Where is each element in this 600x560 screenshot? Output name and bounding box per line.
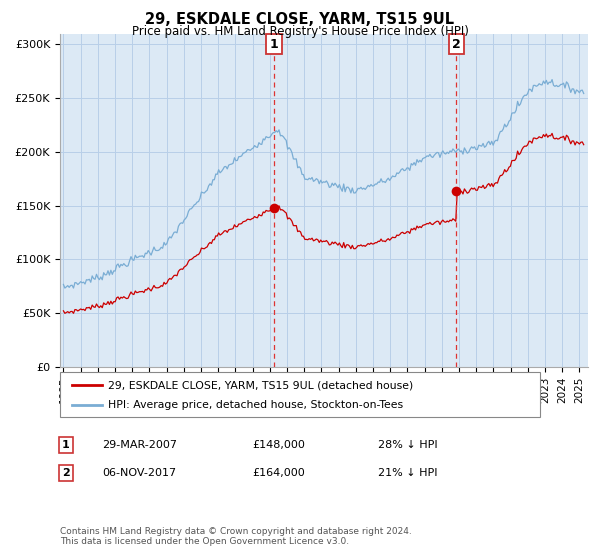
Text: 21% ↓ HPI: 21% ↓ HPI <box>378 468 437 478</box>
Text: 29-MAR-2007: 29-MAR-2007 <box>102 440 177 450</box>
Text: 1: 1 <box>62 440 70 450</box>
Text: 06-NOV-2017: 06-NOV-2017 <box>102 468 176 478</box>
Text: £164,000: £164,000 <box>252 468 305 478</box>
Text: 28% ↓ HPI: 28% ↓ HPI <box>378 440 437 450</box>
Text: HPI: Average price, detached house, Stockton-on-Tees: HPI: Average price, detached house, Stoc… <box>108 400 403 410</box>
Text: 2: 2 <box>452 38 461 51</box>
Text: 1: 1 <box>269 38 278 51</box>
Text: 29, ESKDALE CLOSE, YARM, TS15 9UL (detached house): 29, ESKDALE CLOSE, YARM, TS15 9UL (detac… <box>108 380 413 390</box>
Text: 29, ESKDALE CLOSE, YARM, TS15 9UL: 29, ESKDALE CLOSE, YARM, TS15 9UL <box>145 12 455 27</box>
Text: £148,000: £148,000 <box>252 440 305 450</box>
Text: Contains HM Land Registry data © Crown copyright and database right 2024.
This d: Contains HM Land Registry data © Crown c… <box>60 526 412 546</box>
Text: Price paid vs. HM Land Registry's House Price Index (HPI): Price paid vs. HM Land Registry's House … <box>131 25 469 38</box>
Text: 2: 2 <box>62 468 70 478</box>
